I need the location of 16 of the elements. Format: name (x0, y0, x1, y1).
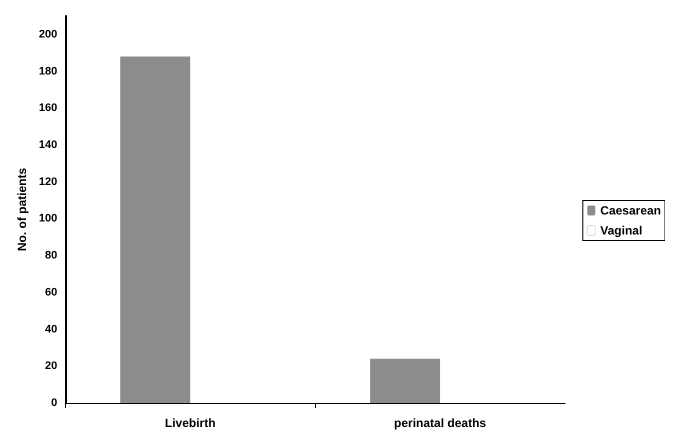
y-tick-label: 40 (45, 323, 58, 336)
y-tick-label: 100 (38, 212, 58, 225)
legend-label: Caesarean (600, 204, 662, 218)
y-tick-label: 140 (38, 139, 58, 151)
y-tick-label: 200 (38, 28, 58, 40)
x-tick-label: perinatal deaths (394, 416, 486, 430)
y-axis-title: No. of patients (15, 168, 29, 252)
y-tick-label: 60 (45, 286, 58, 298)
y-tick-label: 20 (45, 360, 58, 372)
y-tick-label: 180 (38, 65, 58, 78)
y-tick-label: 80 (45, 250, 58, 262)
legend-label: Vaginal (600, 224, 642, 238)
x-tick-label: Livebirth (164, 416, 216, 430)
y-tick-label: 120 (38, 176, 58, 188)
y-tick-label: 160 (38, 102, 58, 114)
y-tick-label: 0 (51, 397, 58, 409)
